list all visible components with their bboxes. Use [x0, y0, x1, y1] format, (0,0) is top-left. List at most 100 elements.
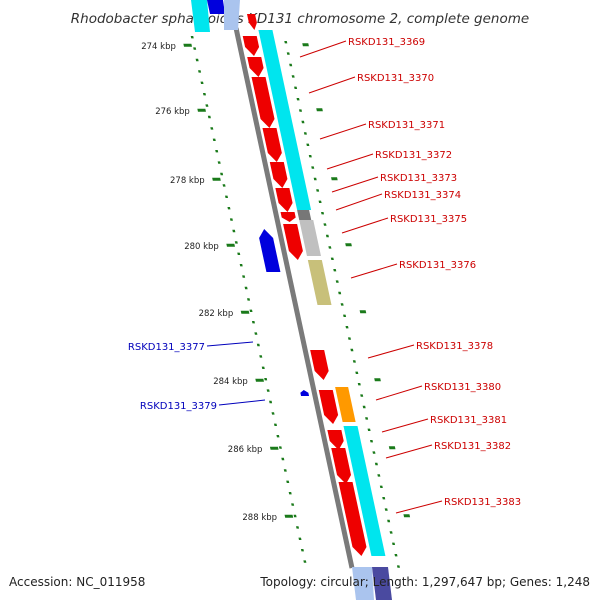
- kbp-tick-label: 278 kbp: [170, 176, 205, 186]
- scale-dot: [217, 161, 221, 164]
- kbp-tick-mark: [255, 378, 264, 382]
- map-title: Rhodobacter sphaeroides KD131 chromosome…: [71, 11, 529, 27]
- feature-block-cyan: [258, 30, 312, 210]
- gene-arrow-forward: [262, 128, 282, 162]
- gene-leader-line: [299, 40, 347, 58]
- scale-dot: [284, 41, 288, 44]
- scale-dot: [335, 280, 339, 283]
- scale-dot: [190, 36, 194, 39]
- ring-fragment: [372, 567, 392, 600]
- scale-dot: [374, 462, 378, 466]
- scale-dot: [384, 508, 388, 511]
- scale-dot: [355, 371, 359, 374]
- gene-labels: RSKD131_3369 RSKD131_3370 RSKD131_3371 RSKD…: [128, 37, 521, 514]
- scale-dot: [200, 81, 204, 84]
- scale-dot: [291, 75, 295, 78]
- scale-dot: [296, 98, 300, 101]
- feature-block-gray: [299, 220, 321, 256]
- scale-dot: [293, 514, 297, 518]
- gene-leader-line: [381, 418, 429, 433]
- scale-dot: [220, 172, 224, 176]
- ring-fragment: [352, 567, 374, 600]
- scale-dot: [244, 286, 248, 290]
- gene-label: RSKD131_3370: [357, 73, 434, 84]
- scale-dot: [193, 47, 197, 50]
- scale-dot: [370, 440, 374, 443]
- gene-track: [242, 14, 367, 556]
- scale-dot: [291, 503, 295, 506]
- scale-dot: [328, 246, 332, 249]
- scale-dot: [283, 469, 287, 472]
- feature-block-dark: [297, 210, 312, 220]
- scale-dot: [318, 200, 322, 203]
- gene-arrow-forward: [318, 390, 339, 424]
- gene-arrow-forward: [280, 212, 296, 222]
- scale-dot: [389, 531, 393, 534]
- kbp-tick-mark: [226, 243, 235, 247]
- gene-arrow-reverse: [259, 229, 281, 272]
- scale-dot: [281, 457, 285, 461]
- scale-dot: [360, 394, 364, 397]
- feature-block-olive: [307, 260, 332, 305]
- kbp-tick-label: 288 kbp: [242, 513, 277, 523]
- kbp-tick-label: 280 kbp: [184, 242, 219, 252]
- scale-dot: [316, 189, 320, 192]
- scale-dot: [264, 378, 268, 381]
- scale-dot: [205, 104, 209, 107]
- gene-arrow-forward: [283, 224, 303, 260]
- scale-dot: [276, 435, 280, 438]
- gene-label: RSKD131_3373: [380, 173, 457, 184]
- scale-dot: [372, 451, 376, 454]
- kbp-tick-mark-outer: [331, 177, 338, 181]
- scale-dot: [394, 554, 398, 557]
- gene-arrow-forward: [338, 482, 367, 556]
- scale-dot: [286, 52, 290, 55]
- kbp-tick-mark: [240, 310, 250, 314]
- scale-dot: [254, 332, 258, 335]
- scale-dot: [321, 212, 325, 215]
- scale-dot: [229, 218, 233, 221]
- scale-dot: [249, 309, 253, 312]
- scale-dot: [298, 537, 302, 540]
- gene-leader-line: [331, 176, 379, 193]
- kbp-tick-mark: [269, 446, 279, 450]
- kbp-tick-label: 286 kbp: [228, 445, 263, 455]
- scale-dot: [330, 257, 334, 260]
- scale-dot: [215, 150, 219, 153]
- scale-dot: [210, 127, 214, 130]
- gene-leader-line: [326, 153, 374, 170]
- scale-dot: [352, 360, 356, 363]
- gene-arrow-forward: [251, 77, 275, 128]
- scale-dot: [365, 417, 369, 420]
- scale-dot: [261, 366, 265, 369]
- scale-dot: [325, 234, 329, 238]
- gene-leader-line: [341, 217, 389, 234]
- kbp-tick-mark: [212, 177, 221, 181]
- gene-leader-line: [206, 341, 254, 347]
- scale-dot: [251, 321, 255, 324]
- scale-dot: [387, 519, 391, 523]
- scale-dot: [256, 343, 260, 347]
- gene-leader-line: [319, 123, 367, 140]
- gene-label: RSKD131_3375: [390, 214, 467, 225]
- tick-dot-tracks: [190, 36, 400, 568]
- kbp-tick-mark: [197, 108, 206, 112]
- scale-dot: [286, 480, 290, 483]
- gene-leader-line: [375, 385, 423, 401]
- scale-dot: [269, 400, 273, 404]
- scale-dot: [338, 291, 342, 295]
- kbp-tick-mark: [183, 43, 193, 47]
- feature-block-cyan: [343, 426, 386, 556]
- kbp-tick-mark: [284, 514, 294, 518]
- scale-dot: [382, 497, 386, 500]
- gene-label: RSKD131_3378: [416, 341, 493, 352]
- gene-label: RSKD131_3377: [128, 342, 205, 353]
- kbp-tick-mark-outer: [388, 446, 396, 450]
- gene-label: RSKD131_3374: [384, 190, 461, 201]
- accession-text: Accession: NC_011958: [9, 575, 145, 589]
- ring-fragment: [224, 0, 240, 30]
- kbp-scale: 274 kbp 276 kbp 278 kbp 280 kbp 282 kbp 284 k…: [141, 42, 411, 523]
- scale-dot: [303, 560, 307, 563]
- scale-dot: [242, 275, 246, 278]
